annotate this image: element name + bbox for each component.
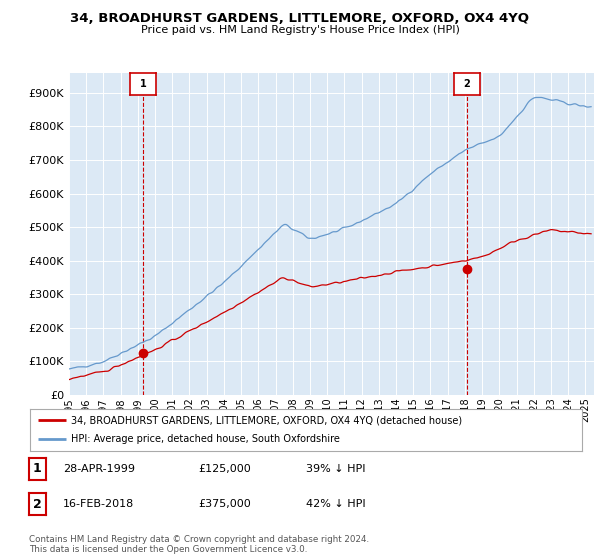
- Text: 39% ↓ HPI: 39% ↓ HPI: [306, 464, 365, 474]
- Text: 1: 1: [33, 462, 41, 475]
- Text: 2: 2: [33, 497, 41, 511]
- Text: 34, BROADHURST GARDENS, LITTLEMORE, OXFORD, OX4 4YQ (detached house): 34, BROADHURST GARDENS, LITTLEMORE, OXFO…: [71, 415, 463, 425]
- Text: 42% ↓ HPI: 42% ↓ HPI: [306, 499, 365, 509]
- Text: HPI: Average price, detached house, South Oxfordshire: HPI: Average price, detached house, Sout…: [71, 435, 340, 445]
- Text: Contains HM Land Registry data © Crown copyright and database right 2024.
This d: Contains HM Land Registry data © Crown c…: [29, 535, 369, 554]
- Text: £125,000: £125,000: [198, 464, 251, 474]
- Text: 34, BROADHURST GARDENS, LITTLEMORE, OXFORD, OX4 4YQ: 34, BROADHURST GARDENS, LITTLEMORE, OXFO…: [71, 12, 530, 25]
- Text: 16-FEB-2018: 16-FEB-2018: [63, 499, 134, 509]
- Text: 28-APR-1999: 28-APR-1999: [63, 464, 135, 474]
- Text: Price paid vs. HM Land Registry's House Price Index (HPI): Price paid vs. HM Land Registry's House …: [140, 25, 460, 35]
- Text: £375,000: £375,000: [198, 499, 251, 509]
